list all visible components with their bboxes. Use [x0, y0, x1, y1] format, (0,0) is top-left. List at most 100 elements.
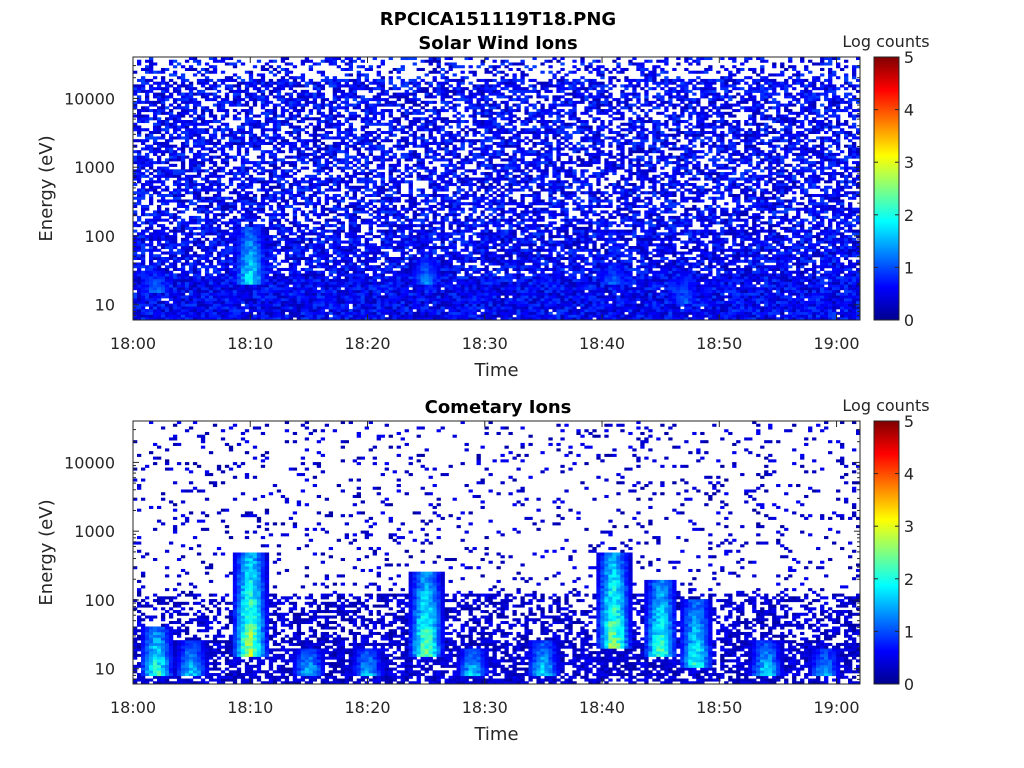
spectrogram-cell: [276, 84, 282, 88]
spectrogram-cell: [428, 256, 433, 261]
spectrogram-cell: [380, 174, 385, 178]
spectrogram-cell: [236, 317, 242, 321]
spectrogram-cell: [384, 152, 389, 156]
spectrogram-cell: [380, 152, 385, 156]
spectrogram-cell: [344, 298, 349, 302]
spectrogram-cell: [300, 141, 306, 145]
spectrogram-cell: [144, 183, 150, 187]
spectrogram-cell: [368, 150, 373, 154]
spectrogram-cell: [240, 265, 246, 269]
spectrogram-cell: [300, 139, 306, 143]
spectrogram-cell: [424, 276, 429, 280]
spectrogram-cell: [368, 111, 373, 115]
spectrogram-cell: [196, 309, 202, 313]
spectrogram-cell: [416, 117, 421, 121]
spectrogram-cell: [348, 204, 353, 208]
spectrogram-cell: [380, 111, 385, 115]
spectrogram-cell: [276, 89, 282, 93]
spectrogram-cell: [284, 202, 290, 206]
spectrogram-cell: [384, 158, 389, 162]
spectrogram-cell: [216, 226, 222, 230]
spectrogram-cell: [152, 267, 158, 271]
spectrogram-cell: [260, 78, 266, 82]
spectrogram-cell: [224, 84, 230, 88]
spectrogram-cell: [148, 62, 154, 66]
spectrogram-cell: [364, 306, 369, 310]
spectrogram-cell: [204, 276, 210, 280]
spectrogram-cell: [264, 303, 270, 307]
spectrogram-cell: [172, 183, 178, 187]
spectrogram-cell: [408, 317, 413, 321]
spectrogram-cell: [344, 67, 349, 71]
spectrogram-cell: [368, 120, 373, 124]
spectrogram-cell: [172, 125, 178, 129]
spectrogram-cell: [304, 317, 310, 321]
spectrogram-cell: [248, 109, 254, 113]
spectrogram-cell: [348, 188, 353, 192]
spectrogram-cell: [204, 226, 210, 230]
spectrogram-cell: [356, 78, 361, 82]
spectrogram-cell: [408, 295, 413, 299]
spectrogram-cell: [432, 311, 437, 315]
spectrogram-cell: [372, 111, 377, 115]
spectrogram-cell: [152, 210, 158, 214]
spectrogram-cell: [264, 289, 270, 293]
spectrogram-cell: [288, 298, 294, 302]
spectrogram-cell: [312, 62, 318, 66]
spectrogram-cell: [180, 289, 186, 293]
spectrogram-cell: [276, 98, 282, 102]
spectrogram-cell: [264, 229, 270, 233]
spectrogram-cell: [368, 243, 373, 247]
spectrogram-cell: [328, 185, 334, 189]
spectrogram-cell: [432, 309, 437, 313]
spectrogram-cell: [256, 309, 262, 313]
spectrogram-cell: [244, 84, 250, 88]
spectrogram-cell: [320, 103, 326, 107]
spectrogram-cell: [324, 254, 330, 258]
spectrogram-cell: [392, 281, 397, 285]
spectrogram-cell: [176, 87, 182, 91]
spectrogram-cell: [356, 256, 361, 261]
spectrogram-cell: [184, 103, 190, 107]
spectrogram-cell: [396, 300, 401, 304]
spectrogram-cell: [240, 218, 246, 222]
spectrogram-cell: [176, 114, 182, 118]
spectrogram-cell: [200, 152, 206, 156]
spectrogram-cell: [416, 224, 421, 228]
spectrogram-cell: [172, 180, 178, 184]
spectrogram-cell: [204, 169, 210, 173]
spectrogram-cell: [288, 246, 294, 250]
spectrogram-cell: [332, 62, 338, 66]
spectrogram-cell: [276, 270, 282, 274]
spectrogram-cell: [224, 317, 230, 321]
spectrogram-cell: [252, 136, 258, 140]
spectrogram-cell: [180, 111, 186, 115]
spectrogram-cell: [296, 317, 302, 321]
spectrogram-cell: [264, 169, 270, 173]
spectrogram-cell: [188, 120, 194, 124]
spectrogram-cell: [396, 174, 401, 178]
spectrogram-cell: [192, 281, 198, 285]
spectrogram-cell: [340, 177, 345, 181]
spectrogram-cell: [300, 254, 306, 258]
spectrogram-cell: [276, 240, 282, 244]
spectrogram-cell: [192, 295, 198, 299]
spectrogram-cell: [268, 213, 274, 217]
spectrogram-cell: [232, 117, 238, 121]
spectrogram-cell: [292, 109, 298, 113]
spectrogram-cell: [288, 237, 294, 241]
spectrogram-cell: [388, 207, 393, 211]
spectrogram-cell: [148, 284, 154, 288]
spectrogram-cell: [364, 158, 369, 162]
spectrogram-cell: [360, 251, 365, 255]
spectrogram-cell: [376, 191, 381, 195]
spectrogram-cell: [284, 139, 290, 143]
spectrogram-cell: [268, 65, 274, 69]
spectrogram-cell: [133, 251, 138, 255]
spectrogram-cell: [364, 109, 369, 113]
spectrogram-cell: [408, 270, 413, 274]
spectrogram-cell: [144, 100, 150, 104]
spectrogram-cell: [252, 243, 258, 247]
spectrogram-cell: [260, 141, 266, 145]
spectrogram-cell: [152, 139, 158, 143]
